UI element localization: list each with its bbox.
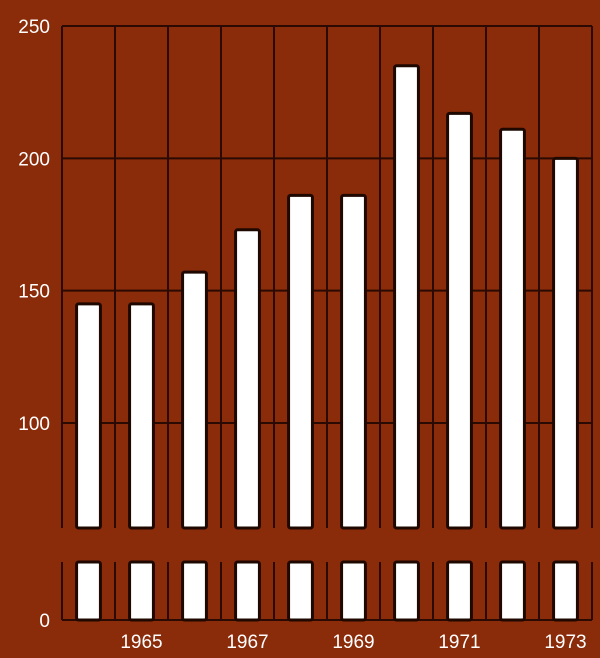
bar-base-1968 xyxy=(287,560,314,622)
bar-base-1966 xyxy=(181,560,208,622)
bar-base-1973 xyxy=(552,560,579,622)
bar-1973 xyxy=(552,156,579,530)
x-tick-label-1965: 1965 xyxy=(120,632,162,653)
x-tick-label-1973: 1973 xyxy=(544,632,586,653)
bar-base-1972 xyxy=(499,560,526,622)
bar-1970 xyxy=(393,64,420,530)
y-axis-tick-labels: 0 100 150 200 250 xyxy=(18,17,50,632)
bar-1972 xyxy=(499,127,526,530)
bar-1966 xyxy=(181,270,208,530)
bar-base-1969 xyxy=(340,560,367,622)
y-tick-label-250: 250 xyxy=(18,17,50,38)
y-tick-label-0: 0 xyxy=(39,611,50,632)
gridlines xyxy=(61,25,593,621)
bar-base-1971 xyxy=(446,560,473,622)
bar-base-1964 xyxy=(75,560,102,622)
bar-base-1967 xyxy=(234,560,261,622)
bar-base-1965 xyxy=(128,560,155,622)
y-tick-label-150: 150 xyxy=(18,282,50,303)
y-tick-label-100: 100 xyxy=(18,414,50,435)
x-tick-label-1971: 1971 xyxy=(438,632,480,653)
bar-1965 xyxy=(128,302,155,530)
bar-1971 xyxy=(446,111,473,530)
x-tick-label-1969: 1969 xyxy=(332,632,374,653)
x-axis-tick-labels: 1965 1967 1969 1971 1973 xyxy=(120,632,586,653)
bar-1964 xyxy=(75,302,102,530)
bar-1967 xyxy=(234,228,261,530)
bar-1968 xyxy=(287,193,314,530)
y-tick-label-200: 200 xyxy=(18,149,50,170)
bar-base-1970 xyxy=(393,560,420,622)
bar-1969 xyxy=(340,193,367,530)
x-tick-label-1967: 1967 xyxy=(226,632,268,653)
bars xyxy=(75,64,579,622)
